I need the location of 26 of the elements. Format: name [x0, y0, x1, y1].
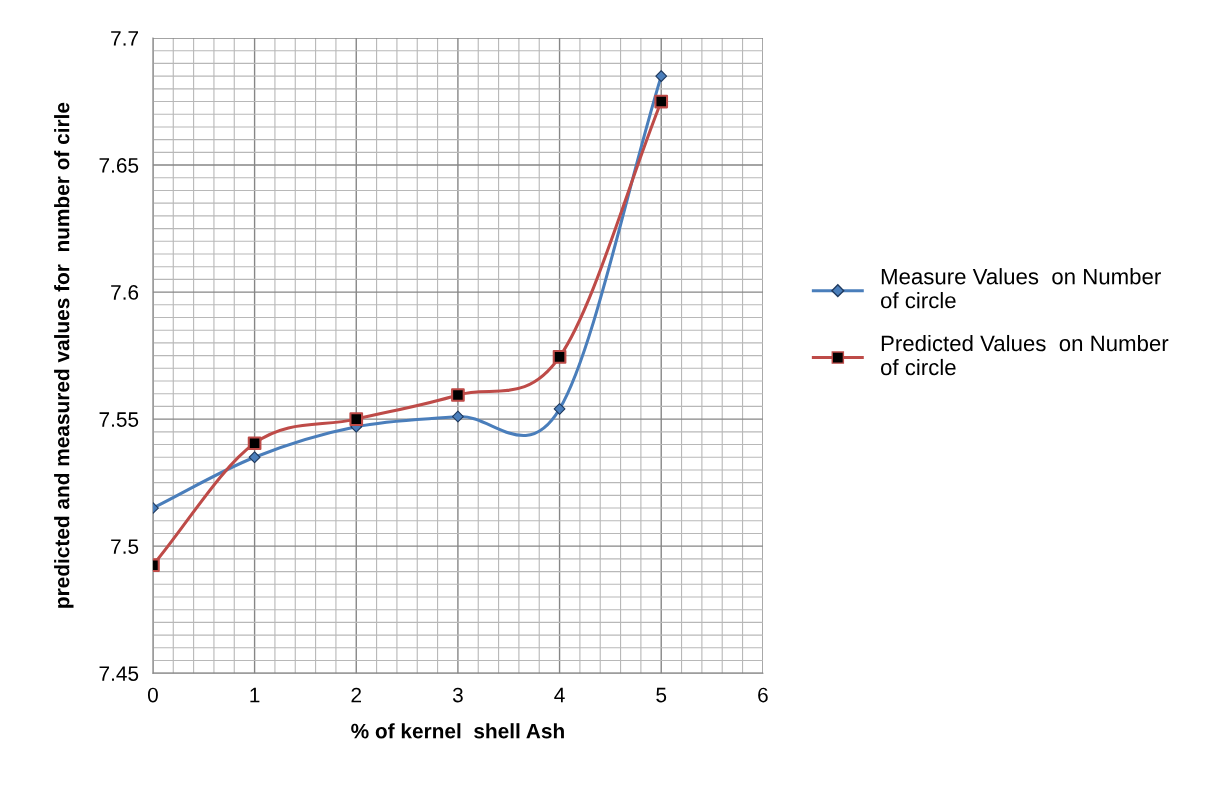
- y-tick-label: 7.65: [99, 158, 139, 173]
- point: [654, 94, 669, 109]
- point: [553, 403, 566, 415]
- y-tick-label: 7.45: [99, 666, 139, 681]
- y-tick-label: 7.5: [111, 539, 139, 554]
- x-axis-title: % of kernel shell Ash: [351, 723, 564, 739]
- legend-label: Measure Values on Number of circle: [880, 268, 1161, 309]
- point: [248, 451, 261, 464]
- point: [247, 436, 262, 451]
- x-tick-label: 2: [351, 687, 361, 703]
- y-axis-title: predicted and measured values for number of cirle: [54, 102, 74, 608]
- x-tick-label: 3: [452, 687, 463, 703]
- point: [655, 70, 668, 83]
- point: [451, 410, 464, 423]
- x-tick-label: 6: [758, 687, 768, 703]
- x-tick-label: 5: [656, 687, 667, 703]
- y-tick-label: 7.7: [111, 31, 139, 46]
- point: [451, 388, 465, 402]
- y-tick-label: 7.6: [111, 285, 139, 300]
- y-tick-label: 7.55: [99, 412, 139, 427]
- point: [349, 412, 364, 426]
- x-tick-label: 0: [147, 687, 158, 703]
- x-tick-label: 4: [554, 687, 565, 703]
- x-tick-label: 1: [250, 687, 260, 703]
- point: [552, 350, 567, 364]
- legend-label: Predicted Values on Number of circle: [880, 334, 1169, 376]
